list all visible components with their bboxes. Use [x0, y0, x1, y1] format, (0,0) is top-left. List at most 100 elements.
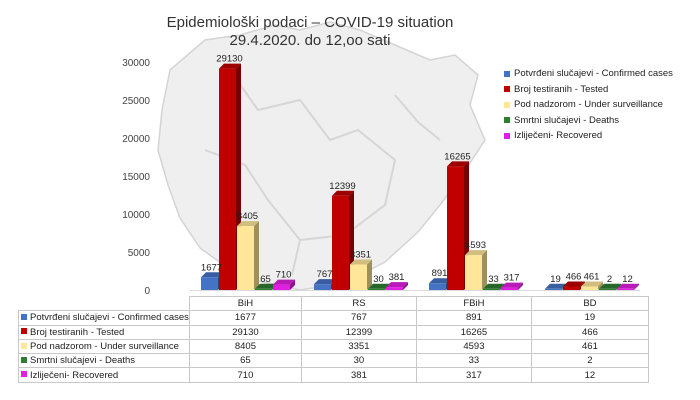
legend-item: Smrtni slučajevi - Deaths: [504, 113, 700, 129]
data-table: BiH RS FBiH BD Potvrđeni slučajevi - Confir…: [18, 295, 649, 383]
bar-top: [255, 283, 277, 289]
data-label: 12399: [329, 181, 355, 192]
bar-top: [581, 281, 603, 287]
data-label: 710: [276, 270, 292, 281]
legend-swatch: [504, 70, 510, 77]
y-tick-label: 0: [144, 286, 150, 297]
table-row: Izliječeni- Recovered 710 381 317 12: [18, 367, 649, 383]
bar-top: [314, 279, 336, 285]
data-label: 16265: [444, 151, 470, 162]
bar: [617, 283, 639, 290]
bar-side: [482, 250, 487, 290]
bar-top: [599, 283, 621, 289]
table-cell: 12: [530, 367, 649, 383]
table-header-row: BiH RS FBiH BD: [18, 295, 649, 312]
table-cell: 767: [300, 310, 417, 326]
bar-top: [483, 283, 505, 289]
chart-title: Epidemiološki podaci – COVID-19 situatio…: [166, 14, 454, 31]
bar-top: [501, 282, 523, 288]
legend-label: Pod nadzorom - Under surveillance: [514, 99, 663, 110]
bar-front: [483, 288, 500, 290]
bar: [273, 279, 295, 290]
table-cell: 891: [415, 310, 532, 326]
data-label: 4593: [465, 240, 486, 251]
bar-top: [350, 259, 372, 265]
legend-swatch: [21, 313, 27, 320]
y-tick-label: 25000: [122, 96, 150, 107]
bar: [465, 250, 487, 290]
legend-swatch: [504, 117, 510, 123]
bar-front: [563, 286, 580, 290]
y-tick-label: 20000: [122, 134, 150, 145]
table-category-header: RS: [300, 295, 417, 312]
table-cell: 466: [530, 324, 649, 340]
legend-swatch: [504, 101, 510, 108]
bar-side: [598, 281, 603, 290]
table-row: Smrtni slučajevi - Deaths 65 30 33 2: [18, 353, 649, 369]
data-label: 767: [317, 269, 333, 280]
table-cell: 2: [530, 353, 649, 369]
legend-swatch: [21, 356, 27, 363]
bar-top: [465, 250, 487, 256]
table-category-header: FBiH: [415, 295, 532, 312]
data-label: 33: [488, 274, 499, 285]
bar: [237, 221, 259, 290]
legend-label: Smrtni slučajevi - Deaths: [514, 114, 620, 126]
data-label: 466: [566, 271, 582, 282]
y-tick-label: 5000: [128, 248, 151, 259]
series-name: Potvrđeni slučajevi - Confirmed cases: [30, 312, 189, 324]
bar: [386, 282, 408, 290]
bar-front: [219, 68, 236, 290]
data-label: 317: [504, 273, 520, 284]
table-category-header: BiH: [188, 295, 302, 312]
table-row-label: Broj testiranih - Tested: [18, 324, 190, 340]
data-label: 381: [389, 272, 405, 283]
legend-label: Izliječeni- Recovered: [514, 130, 603, 141]
background-map-silhouette: [157, 21, 486, 291]
bar-top: [237, 221, 259, 227]
series-name: Broj testiranih - Tested: [30, 326, 125, 338]
table-cell: 65: [188, 353, 302, 369]
table-cell: 710: [188, 367, 302, 383]
table-cell: 30: [300, 353, 417, 369]
legend-swatch: [504, 86, 510, 92]
bar-front: [350, 264, 367, 290]
data-label: 12: [622, 274, 633, 285]
table-cell: 12399: [300, 324, 417, 340]
y-tick-label: 30000: [122, 58, 150, 69]
table-row: Pod nadzorom - Under surveillance 8405 335…: [18, 338, 649, 355]
legend-label: Broj testiranih - Tested: [514, 83, 609, 95]
table-cell: 3351: [300, 338, 417, 355]
legend-swatch: [21, 371, 27, 378]
legend-item: Potvrđeni slučajevi - Confirmed cases: [504, 66, 700, 82]
table-cell: 381: [300, 367, 417, 383]
data-label: 19: [550, 274, 561, 285]
bar-top: [386, 282, 408, 288]
bar-front: [429, 283, 446, 290]
bar-front: [465, 255, 482, 290]
bar-front: [255, 288, 272, 290]
data-label: 8405: [237, 211, 258, 222]
bar-front: [386, 287, 403, 290]
legend-label: Potvrđeni slučajevi - Confirmed cases: [514, 68, 673, 79]
data-labels: 1677 29130 8405 65 710 767 12399 3351 30 381 891 16…: [201, 54, 633, 285]
bar-top: [332, 190, 354, 196]
table-row-label: Smrtni slučajevi - Deaths: [18, 353, 190, 369]
bar: [581, 281, 603, 290]
data-label: 1677: [201, 262, 222, 273]
bar-front: [545, 288, 562, 290]
legend-swatch: [504, 132, 510, 139]
bar-side: [634, 283, 639, 290]
bar-front: [237, 226, 254, 290]
series-name: Izliječeni- Recovered: [30, 369, 119, 381]
bar-side: [367, 259, 372, 290]
data-label: 2: [607, 274, 612, 285]
table-category-header: BD: [530, 295, 649, 312]
bar-front: [332, 195, 349, 290]
legend-swatch: [21, 328, 27, 335]
bar-top: [545, 283, 567, 289]
bar-side: [254, 221, 259, 290]
bar-front: [617, 288, 634, 290]
